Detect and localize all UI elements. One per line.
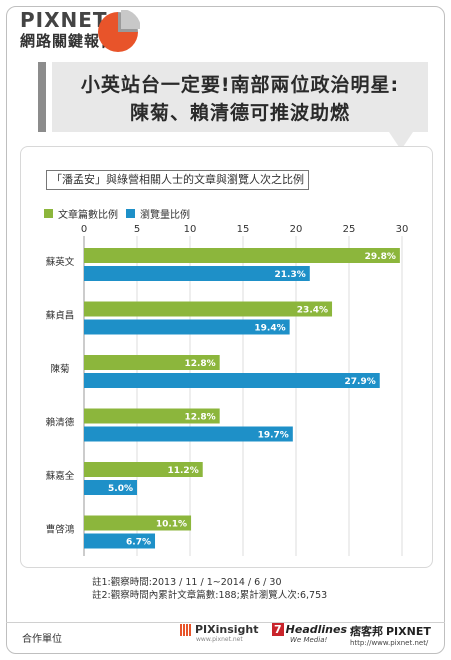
note-1: 註1:觀察時間:2013 / 11 / 1~2014 / 6 / 30 xyxy=(92,577,282,588)
pixnet-logo: 痞客邦 PIXNET http://www.pixnet.net/ xyxy=(350,623,431,648)
legend-label-articles: 文章篇數比例 xyxy=(58,210,118,221)
pixinsight-url: www.pixnet.net xyxy=(196,636,243,643)
pixnet-cn-name: 痞客邦 xyxy=(350,625,383,638)
notes: 註1:觀察時間:2013 / 11 / 1~2014 / 6 / 30 註2:觀… xyxy=(92,576,327,602)
brand-name: PIXNET xyxy=(20,8,108,32)
brand-block: PIXNET 網路關鍵報告 xyxy=(20,10,116,52)
pixnet-url: http://www.pixnet.net/ xyxy=(350,639,429,647)
chart-title: 「潘孟安」與綠營相關人士的文章與瀏覽人次之比例 xyxy=(46,170,309,190)
footer-divider xyxy=(6,622,445,623)
legend-item-articles: 文章篇數比例 xyxy=(44,206,118,221)
headline-pointer xyxy=(389,132,413,150)
headlines-name: Headlines xyxy=(285,623,347,636)
headline-accent xyxy=(38,62,46,132)
cooperation-label: 合作單位 xyxy=(22,634,62,645)
headlines-tagline: We Media! xyxy=(290,636,328,644)
note-2: 註2:觀察時間內累計文章篇數:188;累計瀏覽人次:6,753 xyxy=(92,590,328,601)
pie-logo-icon xyxy=(98,10,140,52)
legend-item-views: 瀏覽量比例 xyxy=(126,206,190,221)
pixnet-name: PIXNET xyxy=(386,624,431,638)
headlines-number: 7 xyxy=(272,623,284,636)
legend-swatch-views xyxy=(126,209,135,218)
legend-label-views: 瀏覽量比例 xyxy=(140,210,190,221)
headline-box: 小英站台一定要!南部兩位政治明星: 陳菊、賴清德可推波助燃 xyxy=(38,62,428,150)
headline-line-1: 小英站台一定要!南部兩位政治明星: xyxy=(80,74,400,96)
pixinsight-logo: PIXinsight www.pixnet.net xyxy=(180,623,259,643)
pixinsight-bars-icon xyxy=(180,623,192,636)
headline-line-2: 陳菊、賴清德可推波助燃 xyxy=(129,102,350,124)
brand-report-label: 網路關鍵報告 xyxy=(20,32,117,50)
headlines-logo: 7 Headlines We Media! xyxy=(272,623,347,644)
legend-swatch-articles xyxy=(44,209,53,218)
pixinsight-name: PIXinsight xyxy=(195,623,259,636)
